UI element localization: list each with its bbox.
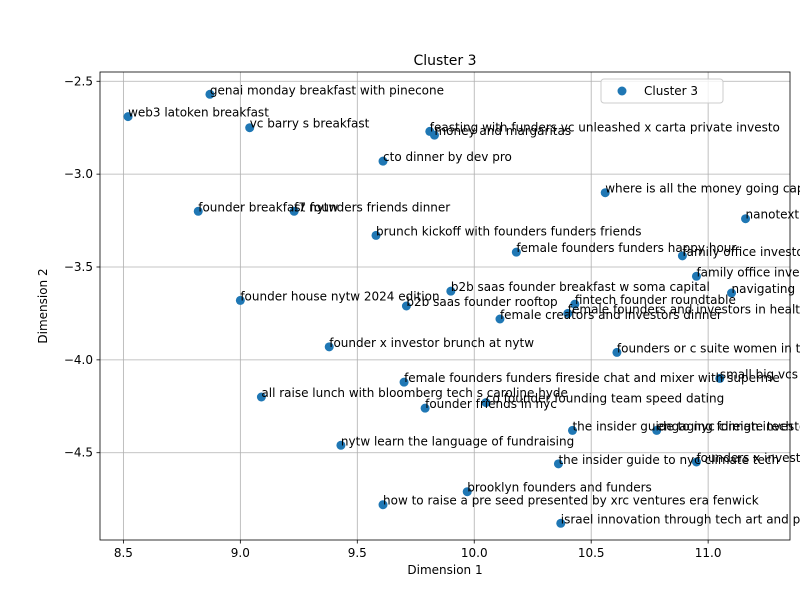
x-tick-label: 10.5 — [578, 546, 605, 560]
plot-area-frame — [99, 71, 791, 541]
point-label: money and margaritas — [434, 124, 571, 138]
data-point — [691, 271, 701, 281]
y-axis-label: Dimension 2 — [36, 268, 50, 343]
data-point — [600, 188, 610, 198]
data-point — [570, 299, 580, 309]
data-point — [677, 251, 687, 261]
data-point — [123, 112, 133, 122]
point-label: small big vcs in ba — [720, 367, 800, 381]
point-label: co founder founding team speed dating — [486, 392, 724, 406]
y-tick-label: −3.5 — [64, 260, 93, 274]
data-point — [401, 301, 411, 311]
x-tick-label: 9.0 — [231, 546, 250, 560]
data-point — [324, 342, 334, 352]
data-point — [256, 392, 266, 402]
point-label: female founders funders happy hour — [516, 241, 736, 255]
point-label: genai monday breakfast with pinecone — [210, 83, 444, 97]
point-label: nytw learn the language of fundraising — [341, 434, 574, 448]
data-point — [378, 156, 388, 166]
data-point — [652, 425, 662, 435]
point-label: female creators and investors dinner — [500, 308, 722, 322]
point-label: engaging foreign investors — [657, 419, 800, 433]
legend-box — [600, 78, 724, 104]
data-point — [612, 347, 622, 357]
point-label: b2b saas founder rooftop — [406, 295, 557, 309]
data-point — [495, 314, 505, 324]
point-label: navigating large in — [732, 282, 800, 296]
point-label: founder x investor brunch at nytw — [329, 336, 534, 350]
point-label: web3 latoken breakfast — [128, 106, 269, 120]
data-point — [336, 440, 346, 450]
point-label: where is all the money going capita — [605, 182, 800, 196]
point-label: nanotextiles at — [746, 208, 800, 222]
axis-ticks: 8.5 9.0 9.5 10.0 10.5 11.0 −2.5 −3.0 −3.5 −4.0 −4.… — [64, 74, 722, 560]
data-point — [567, 425, 577, 435]
y-tick-label: −4.5 — [64, 446, 93, 460]
y-tick-label: −4.0 — [64, 353, 93, 367]
x-tick-label: 10.0 — [461, 546, 488, 560]
data-point — [420, 403, 430, 413]
data-point — [429, 130, 439, 140]
legend: Cluster 3 — [600, 78, 724, 104]
point-label: founder breakfast nytw — [198, 200, 338, 214]
x-tick-label: 11.0 — [695, 546, 722, 560]
point-label: fintech founder roundtable — [575, 293, 736, 307]
y-tick-label: −2.5 — [64, 74, 93, 88]
data-point — [691, 457, 701, 467]
point-label: f7 founders friends dinner — [294, 200, 450, 214]
y-tick-label: −3.0 — [64, 167, 93, 181]
data-point — [511, 247, 521, 257]
point-label: how to raise a pre seed presented by xrc… — [383, 494, 759, 508]
x-tick-label: 8.5 — [114, 546, 133, 560]
data-point — [715, 373, 725, 383]
point-label: founders or c suite women in tec — [617, 341, 800, 355]
data-point — [371, 230, 381, 240]
data-point — [727, 288, 737, 298]
point-label: brooklyn founders and funders — [467, 481, 652, 495]
legend-marker — [617, 86, 627, 96]
data-point — [741, 214, 751, 224]
data-points — [123, 89, 751, 528]
data-point — [378, 500, 388, 510]
point-label: brunch kickoff with founders funders fri… — [376, 224, 641, 238]
data-point — [553, 459, 563, 469]
data-point — [193, 206, 203, 216]
point-label: founders x investors — [696, 451, 800, 465]
data-point — [481, 398, 491, 408]
point-label: the insider guide to nyc climate tech — [572, 419, 793, 433]
data-point — [563, 308, 573, 318]
point-label: family office investors s — [682, 245, 800, 259]
data-point — [462, 487, 472, 497]
point-label: the insider guide to nyc climate tech — [558, 453, 779, 467]
x-tick-label: 9.5 — [348, 546, 367, 560]
legend-entry-cluster-3: Cluster 3 — [644, 84, 698, 98]
point-label: b2b saas founder breakfast w soma capita… — [451, 280, 710, 294]
point-label: cto dinner by dev pro — [383, 150, 512, 164]
point-labels: genai monday breakfast with pinecone web3… — [128, 83, 800, 526]
data-point — [235, 295, 245, 305]
data-point — [556, 518, 566, 528]
grid-lines — [100, 72, 790, 540]
point-label: family office investors — [696, 265, 800, 279]
point-label: israel innovation through tech art and p — [561, 512, 800, 526]
chart-title: Cluster 3 — [413, 53, 476, 69]
point-label: founder friends in nyc — [425, 397, 557, 411]
x-axis-label: Dimension 1 — [407, 563, 482, 577]
point-label: female founders and investors in healt — [568, 302, 800, 316]
data-point — [245, 123, 255, 133]
point-label: all raise lunch with bloomberg tech s ca… — [261, 386, 568, 400]
data-point — [289, 206, 299, 216]
point-label: feasting with funders vc unleashed x car… — [430, 120, 780, 134]
point-label: vc barry s breakfast — [250, 117, 370, 131]
point-label: founder house nytw 2024 edition — [240, 289, 439, 303]
point-label: female founders funders fireside chat an… — [404, 371, 780, 385]
data-point — [446, 286, 456, 296]
data-point — [205, 89, 215, 99]
data-point — [399, 377, 409, 387]
